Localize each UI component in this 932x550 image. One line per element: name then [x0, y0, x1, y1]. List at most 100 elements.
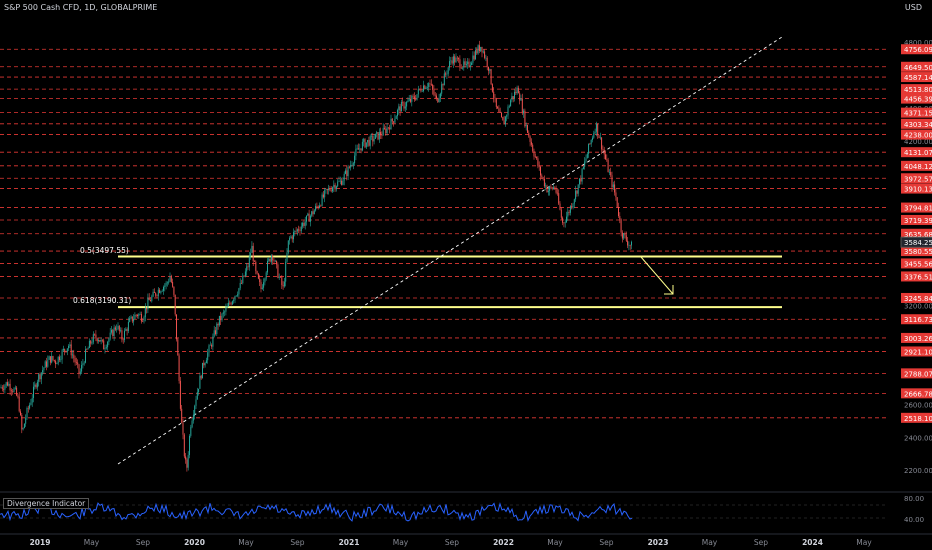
candle-body: [117, 325, 119, 329]
candle-body: [615, 192, 617, 198]
candle-body: [611, 175, 613, 188]
candle-body: [38, 374, 40, 382]
candle-body: [29, 404, 31, 409]
candle-body: [13, 388, 15, 392]
candle-body: [4, 385, 6, 390]
candle-body: [57, 356, 59, 364]
candle-body: [325, 189, 327, 191]
candle-body: [438, 98, 440, 103]
indicator-name[interactable]: Divergence Indicator: [3, 498, 90, 509]
candle-body: [598, 135, 600, 139]
candle-body: [125, 329, 127, 331]
candle-body: [588, 143, 590, 154]
candle-body: [105, 347, 107, 349]
candle-body: [482, 51, 484, 53]
candle-body: [406, 101, 408, 107]
candle-body: [148, 297, 150, 301]
candle-body: [73, 354, 75, 359]
candle-body: [5, 382, 7, 386]
candle-body: [157, 289, 159, 296]
candle-body: [372, 135, 374, 142]
candle-body: [593, 133, 595, 138]
candle-body: [499, 111, 501, 113]
candle-body: [304, 221, 306, 226]
candle-body: [256, 271, 258, 274]
fib-level-label-0-618: 0.618(3190.31): [73, 296, 132, 306]
candle-body: [579, 178, 580, 185]
level-price-tag: [901, 129, 932, 140]
time-axis-label: Sep: [445, 538, 459, 547]
candle-body: [273, 260, 275, 262]
candle-body: [519, 93, 521, 101]
candle-body: [142, 321, 144, 322]
candle-body: [592, 137, 593, 140]
projection-arrow[interactable]: [640, 256, 674, 295]
candle-body: [343, 173, 345, 181]
candle-body: [166, 282, 168, 284]
candle-body: [463, 61, 465, 68]
candle-body: [295, 230, 297, 232]
candle-body: [103, 340, 105, 350]
candle-body: [585, 158, 587, 162]
candle-body: [629, 244, 631, 246]
time-axis-label: 2024: [802, 538, 823, 547]
candle-body: [246, 266, 248, 272]
candle-body: [430, 83, 432, 85]
candle-body: [322, 194, 324, 198]
candle-body: [170, 276, 172, 283]
candle-body: [510, 100, 512, 107]
candle-body: [484, 51, 486, 58]
candle-body: [267, 260, 268, 273]
candle-body: [153, 291, 155, 293]
time-axis-label: 2023: [648, 538, 669, 547]
candle-body: [131, 316, 133, 322]
level-price-tag: [901, 271, 932, 282]
candle-body: [72, 354, 73, 356]
level-price-tag: [901, 214, 932, 225]
candle-body: [426, 87, 428, 88]
candle-body: [417, 88, 419, 95]
candle-body: [625, 235, 627, 241]
candle-body: [0, 387, 2, 388]
candle-body: [525, 125, 527, 127]
candle-body: [481, 46, 483, 53]
candle-body: [521, 98, 523, 114]
candle-body: [109, 332, 111, 339]
current-price-tag: [900, 236, 932, 248]
candle-body: [34, 384, 36, 387]
candle-body: [187, 455, 189, 468]
candle-body: [185, 456, 187, 460]
indicator-tick-label: 80.00: [904, 495, 924, 503]
candle-body: [602, 149, 604, 150]
level-price-label: 3245.84: [904, 295, 932, 303]
candle-body: [358, 148, 359, 150]
candle-body: [377, 132, 379, 140]
candle-body: [368, 139, 370, 146]
candle-body: [207, 352, 209, 361]
candle-body: [146, 307, 148, 310]
candle-body: [9, 383, 11, 391]
trend-line[interactable]: [117, 36, 783, 465]
level-price-tag: [901, 118, 932, 129]
candle-body: [98, 340, 99, 342]
candle-body: [121, 330, 123, 340]
candle-body: [407, 100, 409, 102]
candle-body: [374, 133, 376, 139]
candle-body: [216, 323, 218, 335]
candle-body: [36, 381, 38, 388]
candle-body: [319, 205, 320, 208]
candle-body: [31, 397, 33, 403]
candle-body: [42, 370, 44, 373]
candle-body: [381, 135, 383, 136]
candle-body: [403, 102, 405, 109]
level-price-label: 3376.51: [904, 273, 932, 281]
current-price-label: 3584.25: [904, 239, 932, 247]
candle-body: [442, 84, 444, 86]
candle-body: [281, 277, 283, 286]
candle-body: [572, 203, 574, 208]
level-price-label: 2788.07: [904, 370, 932, 378]
candle-body: [495, 97, 497, 107]
candle-body: [317, 206, 319, 208]
level-price-label: 3116.73: [904, 316, 932, 324]
